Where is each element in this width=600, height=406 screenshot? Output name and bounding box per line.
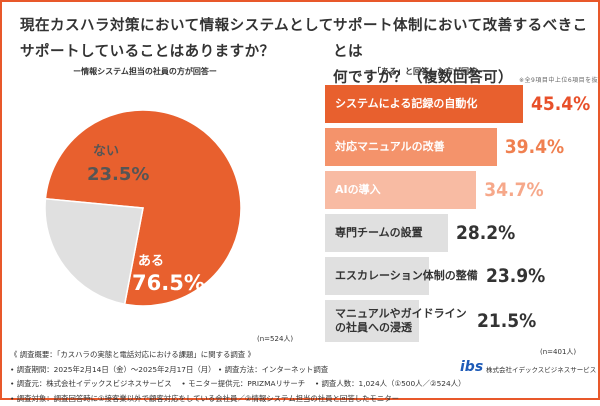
footer: 《 調査概要：「カスハラの実態と電話対応における課題」に関する調査 》 • 調査…	[10, 348, 590, 406]
pie-chart: ある 76.5% ない 23.5%	[0, 80, 300, 340]
footer-line1: 《 調査概要：「カスハラの実態と電話対応における課題」に関する調査 》	[10, 348, 590, 363]
bar-value: 39.4%	[505, 128, 564, 166]
bar-value: 23.9%	[486, 257, 545, 295]
company-logo: ibs	[460, 359, 483, 375]
bar-label: AIの導入	[335, 171, 381, 209]
right-subtitle: ー「ある」と回答した方が回答ー	[325, 66, 525, 77]
bar-label: 対応マニュアルの改善	[335, 128, 445, 166]
bar-label: 専門チームの設置	[335, 214, 423, 252]
footer-line4: • 調査対象：調査回答時に①接客業以外で顧客対応をしている会社員／②情報システム…	[10, 392, 590, 406]
pie-label: ない	[93, 144, 119, 159]
pie-value: 76.5%	[132, 271, 205, 295]
bar-label: システムによる記録の自動化	[335, 85, 477, 123]
left-title-line2: サポートしていることはありますか？	[20, 39, 334, 65]
right-title-line1: サポート体制において改善するべきことは	[333, 13, 600, 65]
left-title-line1: 現在カスハラ対策において情報システムとして	[20, 13, 334, 39]
bar-label: エスカレーション体制の整備	[335, 257, 478, 295]
pie-label: ある	[138, 254, 164, 269]
company-name: 株式会社イデックスビジネスサービス	[486, 364, 596, 374]
bar-value: 28.2%	[456, 214, 515, 252]
footer-line3: • 調査元：株式会社イデックスビジネスサービス • モニター提供元：PRIZMA…	[10, 377, 590, 392]
left-n: (n=524人)	[257, 334, 293, 344]
left-title: 現在カスハラ対策において情報システムとして サポートしていることはありますか？	[20, 13, 334, 65]
bar-value: 21.5%	[477, 300, 536, 342]
pie-value: 23.5%	[87, 164, 149, 185]
pie-slice-2	[36, 199, 143, 305]
bar-value: 34.7%	[484, 171, 543, 209]
bar-label: マニュアルやガイドラインの社員への浸透	[335, 300, 469, 342]
bar-value: 45.4%	[531, 85, 590, 123]
left-subtitle: ー情報システム担当の社員の方が回答ー	[0, 66, 290, 77]
